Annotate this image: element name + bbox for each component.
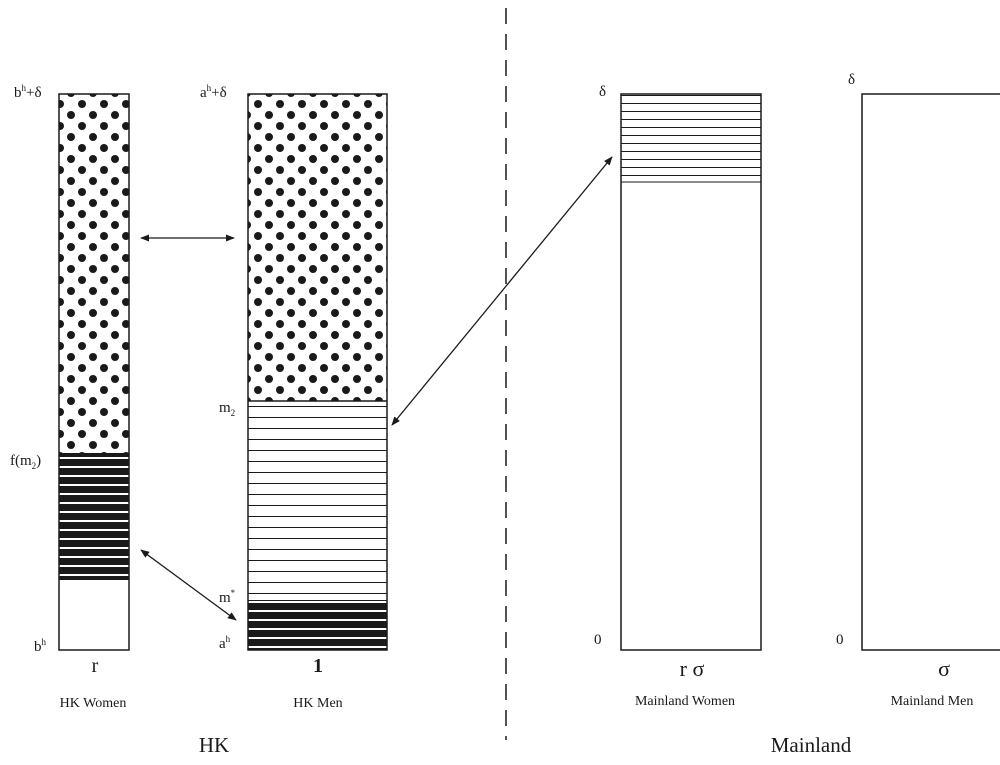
mainland-women-light-hatch-segment <box>621 94 761 182</box>
hk-women-outline <box>58 93 130 651</box>
mainland-men-outline <box>861 93 1000 651</box>
hk-women-top-label: bh+δ <box>14 83 42 101</box>
mainland-women-width-label: r σ <box>680 656 705 681</box>
mainland-women-caption: Mainland Women <box>635 694 735 709</box>
arrow-men-mainland-women <box>391 156 613 426</box>
mainland-women-bar <box>620 93 762 651</box>
hk-men-outline <box>247 93 388 651</box>
mainland-region-label: Mainland <box>771 733 852 757</box>
hk-men-top-label: ah+δ <box>200 83 227 101</box>
hk-men-bar <box>247 93 388 651</box>
arrow-women-hatch-men-dense <box>140 549 237 621</box>
mainland-men-caption: Mainland Men <box>891 694 974 709</box>
hk-women-bar <box>58 93 130 651</box>
hk-women-bottom-label: bh <box>34 637 47 655</box>
hk-men-mstar-label: m* <box>219 588 236 606</box>
hk-men-m2-label: m2 <box>219 400 235 418</box>
hk-women-caption: HK Women <box>60 696 127 711</box>
mainland-women-outline <box>620 93 762 651</box>
hk-men-bottom-label: ah <box>219 634 231 652</box>
mainland-men-top-label: δ <box>848 72 855 88</box>
hk-women-dense-hatch-segment <box>59 453 129 580</box>
mainland-men-bottom-label: 0 <box>836 632 844 648</box>
hk-men-width-label: 1 <box>313 655 323 677</box>
hk-men-dense-hatch-segment <box>248 600 387 650</box>
hk-region-label: HK <box>199 733 229 757</box>
mainland-men-bar <box>861 93 1000 651</box>
hk-men-dotted-segment <box>248 94 387 401</box>
hk-men-caption: HK Men <box>293 696 342 711</box>
mainland-women-blank-segment <box>621 182 761 650</box>
hk-women-blank-segment <box>59 580 129 650</box>
mainland-men-width-label: σ <box>938 656 950 681</box>
mainland-women-bottom-label: 0 <box>594 632 602 648</box>
hk-women-width-label: r <box>92 655 99 677</box>
hk-men-light-hatch-segment <box>248 401 387 600</box>
hk-women-fm2-label: f(m2) <box>10 453 41 471</box>
hk-women-dotted-segment <box>59 94 129 453</box>
mainland-women-top-label: δ <box>599 84 606 100</box>
